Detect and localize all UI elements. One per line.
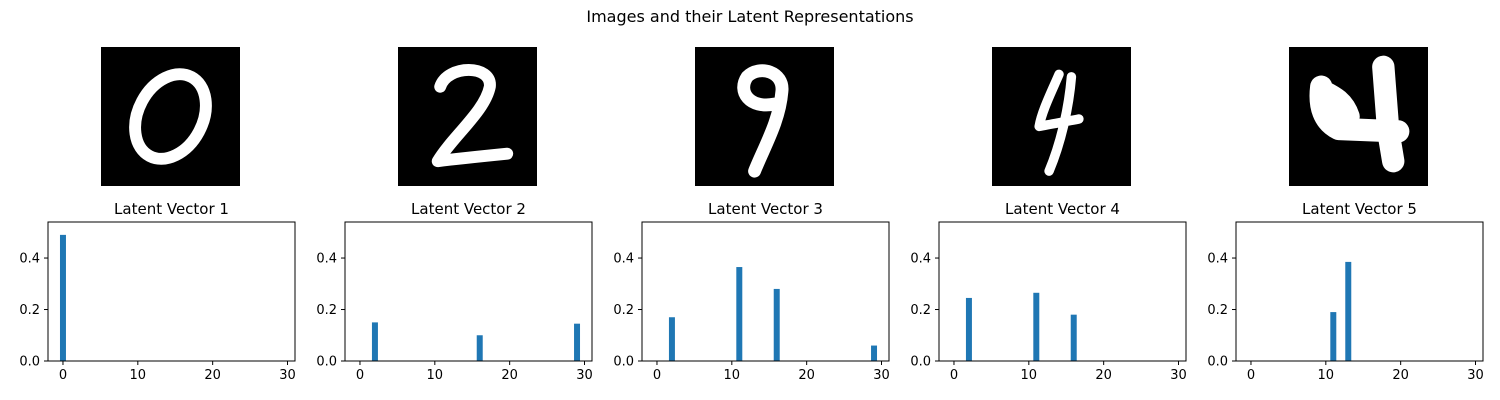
y-tick-label: 0.2 [910, 303, 931, 318]
chart-title: Latent Vector 1 [114, 200, 229, 218]
bar [1345, 261, 1352, 361]
latent-chart-3: Latent Vector 3 0 10 20 30 0.0 0.2 0.4 [613, 200, 889, 383]
bar [476, 335, 483, 361]
bar [773, 288, 780, 361]
y-tick-label: 0.0 [613, 355, 634, 370]
y-tick-label: 0.0 [910, 355, 931, 370]
digit-image-background [101, 47, 240, 186]
digit-image-2 [398, 47, 537, 186]
y-tick-label: 0.2 [613, 303, 634, 318]
bar [736, 267, 743, 361]
digit-image-4 [992, 47, 1131, 186]
x-tick-label: 0 [950, 368, 958, 383]
digit-image-3 [695, 47, 834, 186]
y-tick-label: 0.4 [1207, 252, 1228, 267]
bar [1330, 312, 1337, 361]
axes-frame [1235, 221, 1484, 362]
image-row [101, 47, 1428, 186]
x-tick-label: 20 [1095, 368, 1112, 383]
latent-chart-5: Latent Vector 5 0 10 20 30 0.0 0.2 0.4 [1207, 200, 1483, 383]
digit-image-5 [1289, 47, 1428, 186]
digit-2-drawing [431, 64, 514, 168]
y-tick-label: 0.2 [316, 303, 337, 318]
bar [371, 322, 378, 361]
chart-title: Latent Vector 2 [411, 200, 526, 218]
bar [965, 297, 972, 361]
y-tick-label: 0.0 [19, 355, 40, 370]
x-tick-label: 10 [1318, 368, 1335, 383]
digit-4-drawing [1034, 69, 1084, 176]
y-tick-label: 0.0 [316, 355, 337, 370]
x-tick-label: 0 [1247, 368, 1255, 383]
x-tick-label: 30 [873, 368, 890, 383]
chart-title: Latent Vector 4 [1005, 200, 1120, 218]
bar [668, 317, 675, 361]
bar [1070, 314, 1077, 361]
x-tick-label: 0 [59, 368, 67, 383]
digit-0-drawing [129, 68, 212, 165]
x-tick-label: 30 [1170, 368, 1187, 383]
x-tick-label: 0 [356, 368, 364, 383]
digit-image-1 [101, 47, 240, 186]
axes-frame [641, 221, 890, 362]
latent-chart-4: Latent Vector 4 0 10 20 30 0.0 0.2 0.4 [910, 200, 1186, 383]
bar [574, 323, 581, 361]
latent-chart-2: Latent Vector 2 0 10 20 30 0.0 0.2 0.4 [316, 200, 592, 383]
y-tick-label: 0.4 [613, 252, 634, 267]
x-tick-label: 20 [1392, 368, 1409, 383]
x-tick-label: 10 [427, 368, 444, 383]
bar [1033, 292, 1040, 361]
chart-title: Latent Vector 5 [1302, 200, 1417, 218]
y-tick-label: 0.4 [19, 252, 40, 267]
axes-frame [938, 221, 1187, 362]
figure-title: Images and their Latent Representations [586, 7, 913, 26]
x-tick-label: 10 [724, 368, 741, 383]
x-tick-label: 30 [279, 368, 296, 383]
x-tick-label: 10 [130, 368, 147, 383]
x-tick-label: 20 [204, 368, 221, 383]
digit-4-drawing [1309, 55, 1410, 173]
bar [871, 345, 878, 361]
digit-9-drawing [737, 64, 789, 178]
x-tick-label: 20 [798, 368, 815, 383]
chart-title: Latent Vector 3 [708, 200, 823, 218]
y-tick-label: 0.0 [1207, 355, 1228, 370]
bar [59, 234, 66, 361]
y-tick-label: 0.2 [19, 303, 40, 318]
x-tick-label: 0 [653, 368, 661, 383]
x-tick-label: 30 [1467, 368, 1484, 383]
latent-chart-1: Latent Vector 1 0 10 20 30 0.0 0.2 0.4 [19, 200, 295, 383]
axes-frame [47, 221, 296, 362]
y-tick-label: 0.2 [1207, 303, 1228, 318]
y-tick-label: 0.4 [316, 252, 337, 267]
x-tick-label: 30 [576, 368, 593, 383]
x-tick-label: 20 [501, 368, 518, 383]
x-tick-label: 10 [1021, 368, 1038, 383]
y-tick-label: 0.4 [910, 252, 931, 267]
axes-frame [344, 221, 593, 362]
